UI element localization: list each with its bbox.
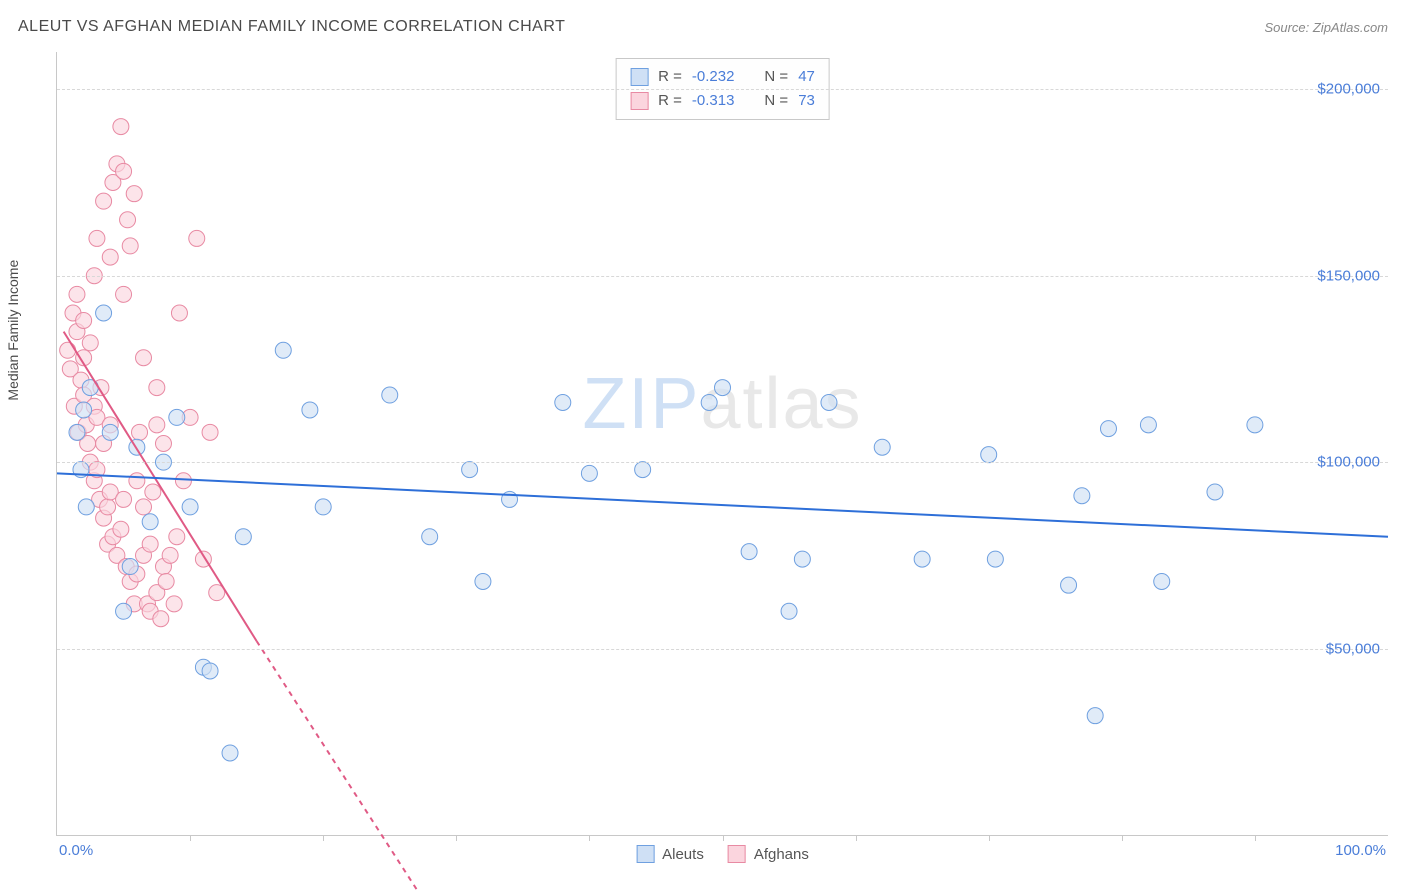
n-value-blue: 47 [798, 65, 815, 89]
r-value-pink: -0.313 [692, 89, 735, 113]
x-tick-mark [723, 835, 724, 841]
y-tick-label: $50,000 [1326, 640, 1380, 657]
chart-container: Median Family Income ZIPatlas R = -0.232… [18, 52, 1388, 874]
n-value-pink: 73 [798, 89, 815, 113]
legend-label-afghans: Afghans [754, 846, 809, 863]
grid-line [57, 276, 1388, 277]
swatch-blue-icon [636, 845, 654, 863]
source-label: Source: ZipAtlas.com [1264, 20, 1388, 35]
x-tick-mark [323, 835, 324, 841]
r-label: R = [658, 65, 682, 89]
grid-line [57, 89, 1388, 90]
grid-line [57, 649, 1388, 650]
legend-label-aleuts: Aleuts [662, 846, 704, 863]
chart-title: ALEUT VS AFGHAN MEDIAN FAMILY INCOME COR… [18, 18, 565, 36]
r-label: R = [658, 89, 682, 113]
n-label: N = [764, 89, 788, 113]
legend: Aleuts Afghans [636, 845, 809, 863]
x-tick-min: 0.0% [59, 842, 93, 859]
x-tick-mark [589, 835, 590, 841]
swatch-pink [630, 92, 648, 110]
y-axis-label: Median Family Income [5, 260, 21, 401]
grid-line [57, 462, 1388, 463]
x-tick-mark [1122, 835, 1123, 841]
scatter-svg [57, 52, 1388, 835]
legend-item-afghans: Afghans [728, 845, 809, 863]
x-tick-mark [456, 835, 457, 841]
x-tick-mark [1255, 835, 1256, 841]
r-value-blue: -0.232 [692, 65, 735, 89]
stats-row-afghans: R = -0.313 N = 73 [630, 89, 815, 113]
y-tick-label: $200,000 [1317, 81, 1380, 98]
x-tick-max: 100.0% [1335, 842, 1386, 859]
stats-row-aleuts: R = -0.232 N = 47 [630, 65, 815, 89]
x-tick-mark [989, 835, 990, 841]
x-tick-mark [190, 835, 191, 841]
swatch-blue [630, 68, 648, 86]
swatch-pink-icon [728, 845, 746, 863]
n-label: N = [764, 65, 788, 89]
y-tick-label: $150,000 [1317, 267, 1380, 284]
y-tick-label: $100,000 [1317, 454, 1380, 471]
plot-area: ZIPatlas R = -0.232 N = 47 R = -0.313 N … [56, 52, 1388, 836]
x-tick-mark [856, 835, 857, 841]
legend-item-aleuts: Aleuts [636, 845, 704, 863]
